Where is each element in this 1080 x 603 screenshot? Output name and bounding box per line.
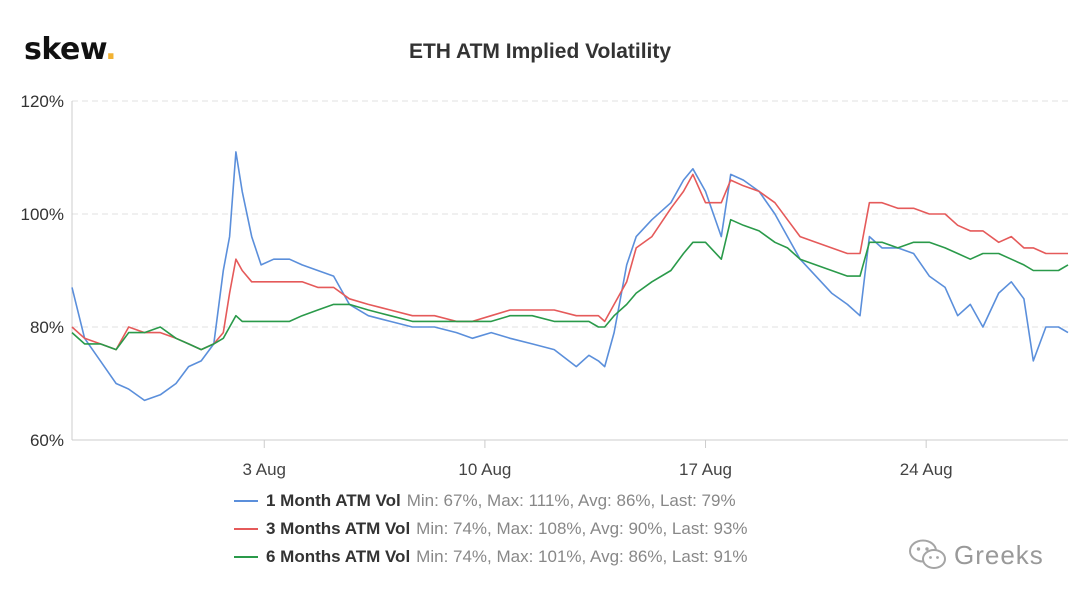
series-line-6-months-atm-vol — [71, 218, 1069, 351]
legend-item[interactable]: 3 Months ATM Vol Min: 74%, Max: 108%, Avg… — [234, 515, 748, 543]
greeks-watermark: Greeks — [908, 538, 1044, 572]
chart-title: ETH ATM Implied Volatility — [408, 40, 672, 63]
y-tick-label: 80% — [30, 318, 64, 337]
x-tick-label: 10 Aug — [458, 460, 511, 479]
legend-item[interactable]: 1 Month ATM Vol Min: 67%, Max: 111%, Avg:… — [234, 487, 748, 515]
y-tick-label: 100% — [21, 205, 64, 224]
skew-logo: skew. — [24, 32, 117, 67]
series-line-1-month-atm-vol — [71, 151, 1069, 402]
x-tick-label: 17 Aug — [679, 460, 732, 479]
legend-series-stats: Min: 74%, Max: 108%, Avg: 90%, Last: 93% — [416, 519, 748, 538]
axes: 60% 80% 100% 120% 3 Aug 10 Aug 17 Aug 24 Aug — [21, 92, 1068, 479]
x-tick-label: 3 Aug — [243, 460, 287, 479]
legend-series-name: 3 Months ATM Vol — [266, 519, 411, 538]
legend-swatch — [234, 528, 258, 530]
legend: 1 Month ATM Vol Min: 67%, Max: 111%, Avg:… — [234, 487, 748, 571]
series-line-3-months-atm-vol — [71, 173, 1068, 351]
legend-swatch — [234, 556, 258, 558]
wechat-icon — [909, 539, 946, 569]
y-tick-label: 60% — [30, 431, 64, 450]
legend-series-name: 1 Month ATM Vol — [266, 491, 401, 510]
legend-series-stats: Min: 67%, Max: 111%, Avg: 86%, Last: 79% — [406, 491, 736, 510]
legend-item[interactable]: 6 Months ATM Vol Min: 74%, Max: 101%, Avg… — [234, 543, 748, 571]
legend-series-stats: Min: 74%, Max: 101%, Avg: 86%, Last: 91% — [416, 547, 748, 566]
series-lines — [71, 151, 1069, 402]
grid-lines — [72, 100, 1068, 328]
legend-swatch — [234, 500, 258, 502]
y-tick-label: 120% — [21, 92, 64, 111]
legend-series-name: 6 Months ATM Vol — [266, 547, 411, 566]
x-tick-label: 24 Aug — [900, 460, 953, 479]
